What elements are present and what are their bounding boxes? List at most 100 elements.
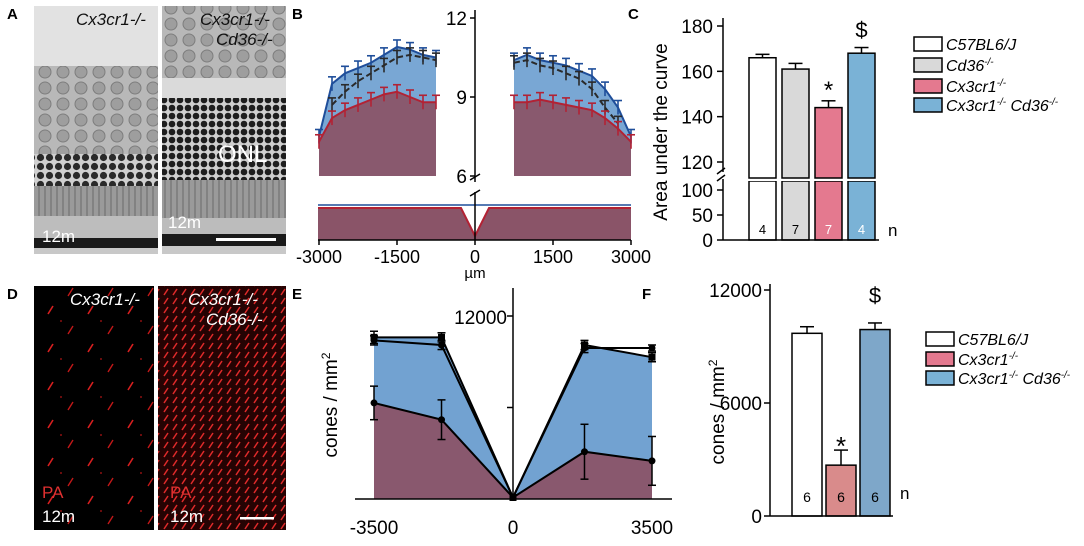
panel-b-line-R-0 <box>513 53 632 137</box>
panel-c-n-label: n <box>888 221 897 240</box>
panel-c-n-1: 7 <box>792 222 799 237</box>
panel-a-right-image <box>162 6 286 254</box>
panel-b-line-L-2 <box>318 90 436 143</box>
panel-f-legend-label-1: Cx3cr1-/-​ <box>958 351 1019 369</box>
panel-d-left-stain: PA <box>42 483 64 502</box>
panel-f-y-axis-label: cones / mm2 <box>706 359 729 464</box>
panel-label-a: A <box>7 6 18 23</box>
panel-b-x-tick-label: 1500 <box>533 247 573 267</box>
panel-f-dollar: $ <box>869 283 881 308</box>
panel-d-left-age: 12m <box>42 507 75 526</box>
panel-c-bar-upper-2 <box>814 106 843 179</box>
panel-b-area-R-2 <box>514 99 631 176</box>
panel-c-legend-swatch-1 <box>913 57 943 73</box>
panel-a-micrograph: Cx3cr1-/- Cx3cr1-/- Cd36-/- ONL 12m 12m <box>34 6 286 254</box>
panel-c-n-3: 4 <box>858 222 865 237</box>
panel-d-left-genotype: Cx3cr1-/- <box>70 290 140 309</box>
panel-b-y-tick-label: 9 <box>456 88 467 109</box>
panel-c-dollar: $ <box>855 18 867 43</box>
panel-b-break-mark <box>469 173 481 181</box>
panel-f-legend-swatch-1 <box>925 351 955 367</box>
panel-e-marker <box>648 353 656 361</box>
panel-d-right-genotype-1: Cx3cr1-/- <box>188 290 258 309</box>
panel-b-line-R-2 <box>514 98 632 143</box>
panel-d-right-image <box>158 286 286 530</box>
panel-c-y-tick-label: 180 <box>681 17 713 38</box>
panel-e-marker <box>438 416 446 424</box>
panel-d-right-stain: PA <box>170 483 192 502</box>
panel-c-y-tick-label: 160 <box>681 62 713 83</box>
panel-d-scale-bar <box>240 517 274 520</box>
panel-c-bar-lower-3 <box>847 180 876 241</box>
panel-f-legend-swatch-0 <box>925 331 955 347</box>
panel-c-legend-swatch-0 <box>913 36 943 52</box>
panel-d-right-age: 12m <box>170 507 203 526</box>
panel-c-bar-upper-1 <box>781 68 810 179</box>
panel-f-y-tick-label: 0 <box>751 507 762 528</box>
panel-f-bar-2 <box>859 328 891 517</box>
panel-c-legend-label-0: C57BL6/J <box>946 37 1017 54</box>
panel-label-e: E <box>292 286 302 303</box>
panel-f-chart: 6 6 6 n * $0 6000 12000 cones / mm2 C57BL6/J Cx3cr… <box>706 281 1071 528</box>
panel-c-y-axis-label: Area under the curve <box>651 43 672 220</box>
panel-e-marker <box>438 333 446 341</box>
panel-c-bar-lower-0 <box>748 180 777 241</box>
panel-f-n-1: 6 <box>837 489 845 505</box>
panel-f-y-tick-label: 12000 <box>709 281 762 302</box>
panel-a-left-genotype: Cx3cr1-/- <box>76 10 146 29</box>
panel-c-y-tick-label: 100 <box>681 181 713 202</box>
panel-b-chart: 12 9 6 -3000 -1500 0 1500 3000 µm <box>296 9 651 282</box>
panel-c-y-tick-label: 120 <box>681 153 713 174</box>
panel-f-star: * <box>836 431 846 461</box>
panel-e-y-axis-label: cones / mm2 <box>319 352 342 457</box>
panel-e-marker <box>370 399 378 407</box>
panel-e-marker <box>648 457 656 465</box>
panel-c-n-0: 4 <box>759 222 766 237</box>
panel-f-n-0: 6 <box>803 489 811 505</box>
panel-d-left-image <box>34 286 154 530</box>
panel-e-marker <box>648 344 656 352</box>
panel-c-legend-label-3: Cx3cr1-/-​ Cd36-/-​ <box>946 97 1059 115</box>
panel-a-left-image <box>34 6 158 254</box>
panel-c-legend-swatch-2 <box>913 78 943 94</box>
panel-b-x-tick-label: 3000 <box>611 247 651 267</box>
panel-label-f: F <box>642 286 651 303</box>
panel-a-onl-label: ONL <box>218 141 267 168</box>
panel-c-chart: 4 7 7 4 n * $120 140 160 180 0 50 100 Area under the … <box>651 17 1059 252</box>
panel-b-break-mark <box>469 189 481 197</box>
panel-c-legend-label-1: Cd36-/-​ <box>946 57 994 75</box>
panel-c-legend-label-2: Cx3cr1-/-​ <box>946 78 1007 96</box>
panel-f-n-2: 6 <box>871 489 879 505</box>
panel-b-x-tick-label: -1500 <box>374 247 420 267</box>
panel-d-right-genotype-2: Cd36-/- <box>206 310 263 329</box>
panel-a-right-genotype-1: Cx3cr1-/- <box>200 10 270 29</box>
panel-f-legend-label-2: Cx3cr1-/-​ Cd36-/-​ <box>958 370 1071 388</box>
panel-c-y-tick-label: 50 <box>692 206 713 227</box>
panel-c-y-tick-label: 140 <box>681 108 713 129</box>
panel-f-n-label: n <box>900 484 909 503</box>
panel-e-marker <box>370 333 378 341</box>
panel-e-area-2 <box>374 402 652 499</box>
panel-b-axis-break <box>300 177 640 195</box>
panel-b-y-tick-label: 6 <box>456 167 467 188</box>
panel-b-x-tick-label: 0 <box>470 247 480 267</box>
panel-b-x-axis-label: µm <box>464 265 485 282</box>
panel-b-area-L-2 <box>319 91 436 176</box>
panel-f-bar-0 <box>791 332 823 517</box>
panel-c-star: * <box>824 77 833 104</box>
panel-a-left-age: 12m <box>42 227 75 246</box>
panel-d-micrograph: Cx3cr1-/- Cx3cr1-/- Cd36-/- PA PA 12m 12… <box>34 286 286 530</box>
panel-e-marker <box>580 341 588 349</box>
panel-f-legend-swatch-2 <box>925 370 955 386</box>
panel-a-right-age: 12m <box>168 213 201 232</box>
panel-f-legend-label-0: C57BL6/J <box>958 332 1029 349</box>
panel-e-x-tick-label: 3500 <box>631 518 673 539</box>
panel-c-break-mark <box>716 167 726 175</box>
panel-a-right-genotype-2: Cd36-/- <box>216 30 273 49</box>
panel-b-y-tick-label: 12 <box>446 9 467 30</box>
panel-e-x-tick-label: 0 <box>508 518 519 539</box>
panel-c-n-2: 7 <box>825 222 832 237</box>
panel-e-y-tick-label: 12000 <box>454 308 507 329</box>
panel-label-c: C <box>628 6 639 23</box>
